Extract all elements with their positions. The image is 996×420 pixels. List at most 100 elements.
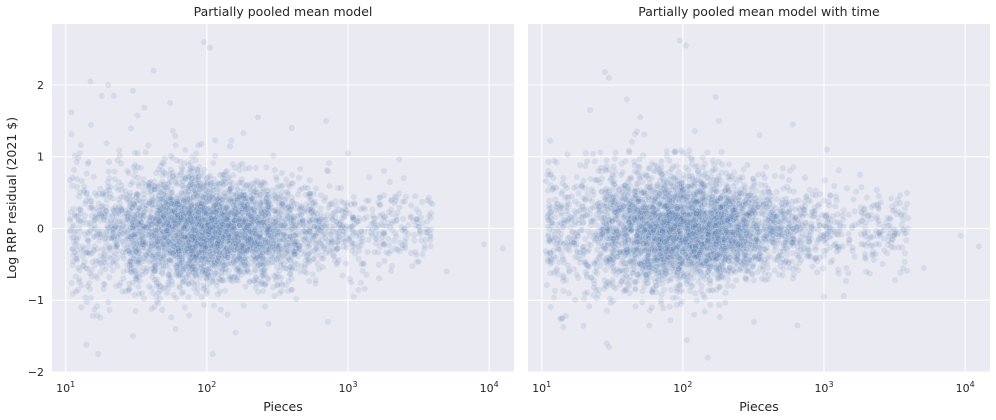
data-point	[178, 164, 186, 172]
data-point	[161, 190, 169, 198]
data-point	[178, 219, 186, 227]
data-point	[159, 258, 167, 266]
data-point	[148, 284, 156, 292]
data-point	[168, 189, 176, 197]
data-point	[142, 248, 150, 256]
data-point	[400, 174, 408, 182]
data-point	[221, 192, 229, 200]
data-point	[229, 238, 237, 246]
data-point	[231, 237, 239, 245]
data-point	[364, 248, 372, 256]
data-point	[145, 181, 153, 189]
data-point	[183, 217, 191, 225]
data-point	[412, 205, 420, 213]
data-point	[212, 224, 220, 232]
data-point	[92, 272, 100, 280]
data-point	[339, 208, 347, 216]
data-point	[73, 234, 81, 242]
data-point	[244, 267, 252, 275]
data-point	[282, 265, 290, 273]
data-point	[135, 182, 143, 190]
data-point	[628, 138, 636, 146]
data-point	[184, 267, 192, 275]
data-point	[165, 281, 173, 289]
data-point	[116, 282, 124, 290]
data-point	[217, 227, 225, 235]
data-point	[255, 260, 263, 268]
data-point	[179, 166, 187, 174]
data-point	[230, 221, 238, 229]
data-point	[217, 224, 225, 232]
data-point	[194, 201, 202, 209]
data-point	[178, 289, 186, 297]
data-point	[111, 175, 119, 183]
data-point	[222, 179, 230, 187]
data-point	[163, 184, 171, 192]
data-point	[237, 267, 245, 275]
data-point	[199, 281, 207, 289]
data-point	[161, 245, 169, 253]
data-point	[351, 220, 359, 228]
data-point	[182, 225, 190, 233]
data-point	[368, 225, 376, 233]
data-point	[97, 252, 105, 260]
data-point	[76, 266, 84, 274]
data-point	[185, 208, 193, 216]
data-point	[178, 236, 186, 244]
data-point	[250, 236, 258, 244]
data-point	[216, 240, 224, 248]
data-point	[151, 267, 159, 275]
data-point	[188, 231, 196, 239]
data-point	[177, 234, 185, 242]
data-point	[296, 165, 304, 173]
data-point	[219, 207, 227, 215]
data-point	[236, 187, 244, 195]
data-point	[232, 205, 240, 213]
data-point	[321, 194, 329, 202]
data-point	[179, 213, 187, 221]
subplot-title: Partially pooled mean model	[194, 4, 373, 19]
data-point	[186, 182, 194, 190]
data-point	[186, 259, 194, 267]
data-point	[134, 249, 142, 257]
data-point	[172, 141, 180, 149]
data-point	[264, 199, 272, 207]
data-point	[272, 192, 280, 200]
outlier-point-0	[87, 77, 95, 85]
data-point	[200, 228, 208, 236]
data-point	[105, 158, 113, 166]
data-point	[244, 224, 252, 232]
data-point	[164, 221, 172, 229]
data-point	[127, 200, 135, 208]
data-point	[179, 226, 187, 234]
data-point	[141, 242, 149, 250]
data-point	[156, 206, 164, 214]
data-point	[162, 199, 170, 207]
data-point	[107, 183, 115, 191]
data-point	[270, 272, 278, 280]
data-point	[174, 200, 182, 208]
data-point	[192, 189, 200, 197]
data-point	[186, 254, 194, 262]
data-point	[263, 243, 271, 251]
data-point	[137, 164, 145, 172]
data-point	[120, 241, 128, 249]
data-point	[236, 194, 244, 202]
data-point	[113, 222, 121, 230]
data-point	[875, 192, 883, 200]
data-point	[348, 239, 356, 247]
data-point	[105, 234, 113, 242]
data-point	[273, 176, 281, 184]
data-point	[123, 261, 131, 269]
data-point	[215, 242, 223, 250]
data-point	[201, 213, 209, 221]
data-point	[251, 266, 259, 274]
data-point	[286, 263, 294, 271]
data-point	[546, 137, 554, 145]
data-point	[371, 224, 379, 232]
data-point	[331, 197, 339, 205]
data-point	[392, 193, 400, 201]
data-point	[322, 220, 330, 228]
data-point	[81, 200, 89, 208]
data-point	[121, 187, 129, 195]
